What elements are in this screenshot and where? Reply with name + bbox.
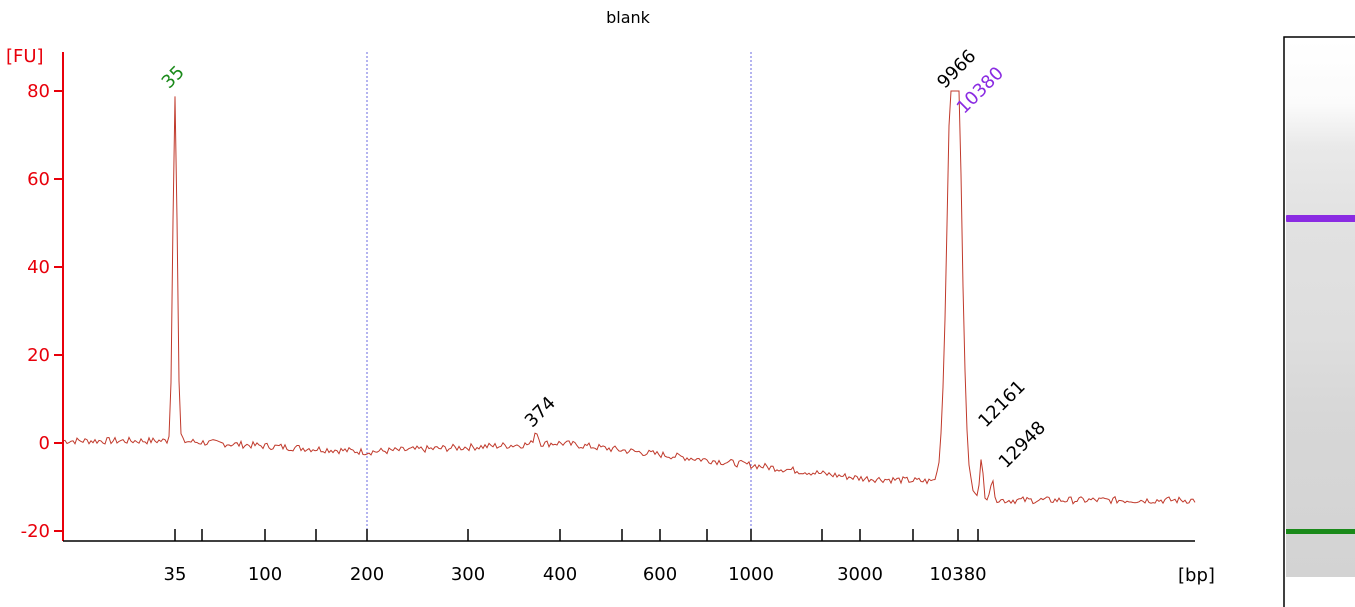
x-tick-label: 100 (248, 564, 282, 585)
x-tick-label: 1000 (728, 564, 774, 585)
chart-title: blank (606, 8, 651, 27)
gridlines (366, 52, 752, 541)
gel-band-lower-marker (1286, 529, 1355, 534)
x-tick-label: 10380 (929, 564, 986, 585)
y-axis-label: [FU] (6, 46, 44, 67)
x-tick-label: 35 (164, 564, 187, 585)
gel-lane-background (1286, 39, 1355, 577)
y-tick-label: 20 (27, 345, 50, 366)
y-tick-label: 0 (39, 433, 50, 454)
x-tick-label: 400 (543, 564, 577, 585)
y-tick-label: 40 (27, 257, 50, 278)
x-tick-label: 200 (350, 564, 384, 585)
trace-line (62, 90, 1196, 505)
x-axis-label: [bp] (1178, 565, 1215, 586)
y-tick-label: -20 (21, 521, 50, 542)
trace (62, 90, 1196, 505)
x-tick-label: 3000 (837, 564, 883, 585)
gel-band-upper-marker (1286, 215, 1355, 222)
x-tick-label: 300 (451, 564, 485, 585)
axes: -20 0 20 40 60 80 35 100 200 300 400 600 1000 3000 103… (21, 52, 1195, 585)
y-tick-label: 60 (27, 169, 50, 190)
x-tick-label: 600 (643, 564, 677, 585)
y-tick-label: 80 (27, 81, 50, 102)
electropherogram-chart: blank [FU] [bp] -20 0 20 40 60 80 35 100 200 300 4… (6, 8, 1215, 586)
